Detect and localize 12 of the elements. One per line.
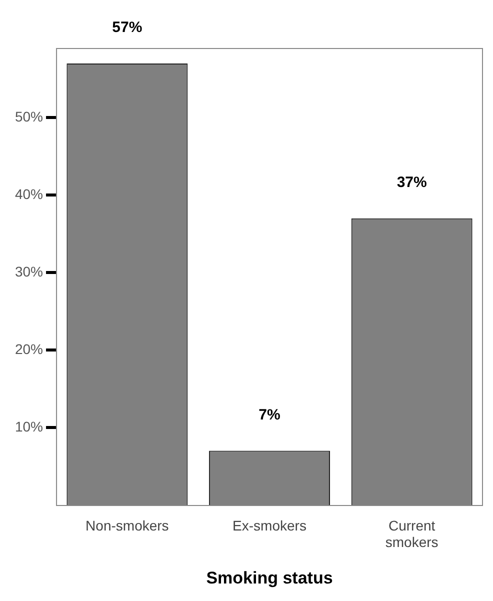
y-tick-label: 30% bbox=[14, 263, 44, 280]
x-axis-title: Smoking status bbox=[206, 568, 333, 588]
y-tick-label: 20% bbox=[14, 340, 44, 357]
y-tick-label: 10% bbox=[14, 418, 44, 434]
y-tick-label: 40% bbox=[14, 186, 44, 202]
x-tick-label: Current smokers bbox=[385, 517, 438, 550]
y-tick-label: 50% bbox=[14, 108, 44, 125]
x-tick-label: Non-smokers bbox=[86, 517, 169, 534]
data-label: 57% bbox=[112, 19, 142, 36]
x-tick-label: Ex-smokers bbox=[232, 517, 306, 534]
data-label: 37% bbox=[396, 174, 427, 192]
data-label: 7% bbox=[258, 406, 280, 424]
